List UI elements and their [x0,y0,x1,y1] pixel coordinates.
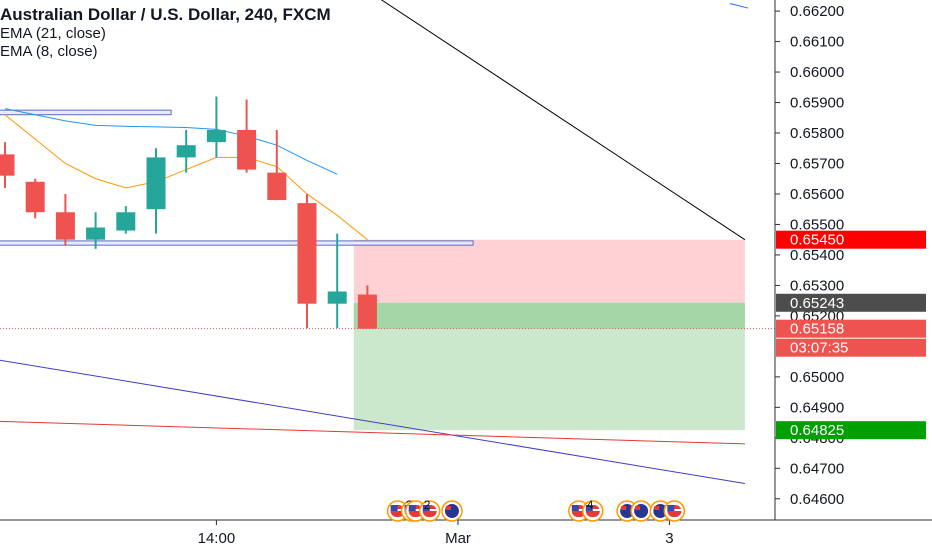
support-resistance-zone-1[interactable] [0,240,474,246]
us-flag-canton [422,505,430,511]
candle-body[interactable] [267,172,287,201]
price-tick-label: 0.64900 [790,399,844,416]
candle-body[interactable] [25,181,45,213]
candle-body[interactable] [116,212,136,231]
price-tick-label: 0.65500 [790,216,844,233]
candle-body[interactable] [55,212,75,240]
us-flag-canton [585,505,593,511]
price-tick-label: 0.65800 [790,125,844,142]
event-marker-count: 2 [424,498,431,512]
candle-body[interactable] [297,203,317,304]
candle-body[interactable] [0,154,15,176]
candle-body[interactable] [327,291,347,304]
price-tick-label: 0.66200 [790,3,844,20]
candle-body[interactable] [237,129,257,170]
price-label-box [776,319,926,338]
trendline-3[interactable] [0,420,745,445]
price-tick-label: 0.65700 [790,155,844,172]
price-label: 0.65243 [790,295,844,312]
price-label-box [776,293,926,312]
time-tick-label: Mar [445,530,471,547]
ema21-line [4,108,338,175]
open-profit-zone [353,302,745,329]
us-flag-canton [667,505,675,511]
event-marker-count: 4 [587,498,594,512]
price-tick-label: 0.64700 [790,460,844,477]
trendline-2[interactable] [0,359,745,485]
indicator-ema21[interactable]: EMA (21, close) [0,25,106,42]
au-flag-union [621,506,627,510]
au-flag-union [635,506,641,510]
indicator-ema8[interactable]: EMA (8, close) [0,43,98,60]
candle-body[interactable] [206,129,226,143]
price-label: 0.65158 [790,321,844,338]
price-tick-label: 0.65400 [790,247,844,264]
trendline-1[interactable] [729,2,749,9]
price-tick-label: 0.66000 [790,64,844,81]
price-tick-label: 0.64600 [790,491,844,508]
price-label: 0.65450 [790,232,844,249]
price-label-box [776,421,926,440]
price-tick-label: 0.65000 [790,369,844,386]
price-label: 0.64825 [790,422,844,439]
price-tick-label: 0.65300 [790,277,844,294]
price-label: 03:07:35 [790,340,848,357]
price-tick-label: 0.65900 [790,95,844,112]
au-flag-union [445,506,451,510]
candle-body[interactable] [146,157,166,210]
stop-loss-zone[interactable] [353,239,745,303]
candle-body[interactable] [176,145,196,158]
us-flag-canton [408,505,416,511]
price-axis-background [775,0,932,550]
chart-legend: Australian Dollar / U.S. Dollar, 240, FX… [0,5,331,61]
symbol-title: Australian Dollar / U.S. Dollar, 240, FX… [0,5,331,24]
us-flag-canton [571,505,579,511]
us-flag-canton [390,505,398,511]
price-label-box [776,338,926,357]
candle-body[interactable] [86,227,106,240]
time-tick-label: 14:00 [198,530,236,547]
price-tick-label: 0.65600 [790,186,844,203]
trendline-0[interactable] [352,0,746,241]
candle-body[interactable] [357,294,377,329]
support-resistance-zone-0[interactable] [0,109,172,116]
price-label-box [776,230,926,249]
time-tick-label: 3 [665,530,673,547]
price-tick-label: 0.66100 [790,34,844,51]
au-flag-union [654,506,660,510]
